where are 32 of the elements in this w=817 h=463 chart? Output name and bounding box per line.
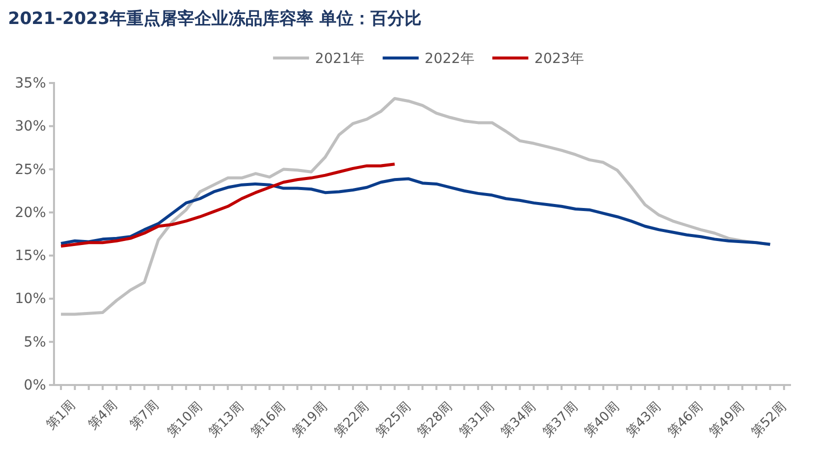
x-tick-label: 第4周 [86,398,120,434]
y-tick-label: 30% [14,118,46,135]
x-tick-label: 第37周 [540,400,581,440]
x-tick-label: 第10周 [164,400,206,440]
legend-label: 2021年 [315,51,365,67]
x-tick-label: 第40周 [582,400,622,440]
line-series [59,177,772,246]
x-tick-label: 第43周 [624,400,664,440]
legend-label: 2023年 [534,51,584,67]
x-tick-label: 第22周 [332,400,372,440]
x-tick-label: 第13周 [206,400,248,440]
y-tick-label: 15% [14,248,46,264]
x-tick-label: 第46周 [665,400,706,440]
x-tick-label: 第31周 [456,400,498,440]
x-tick-label: 第7周 [127,398,162,434]
x-tick-label: 第1周 [44,398,79,434]
y-tick-label: 0% [24,377,46,394]
x-tick-label: 第34周 [498,400,540,440]
y-tick-label: 20% [14,204,46,221]
x-tick-label: 第25周 [373,400,414,440]
x-tick-label: 第16周 [248,400,289,440]
legend-label: 2022年 [424,51,474,67]
x-tick-label: 第28周 [414,400,456,440]
x-tick-label: 第52周 [748,400,790,440]
x-tick-label: 第19周 [290,400,330,440]
chart-title: 2021-2023年重点屠宰企业冻品库容率 单位：百分比 [8,9,422,29]
y-tick-label: 35% [14,75,46,92]
y-tick-label: 5% [24,334,46,350]
y-tick-label: 25% [14,162,46,178]
x-tick-label: 第49周 [706,400,748,440]
y-tick-label: 10% [14,291,46,308]
line-series [59,162,396,248]
